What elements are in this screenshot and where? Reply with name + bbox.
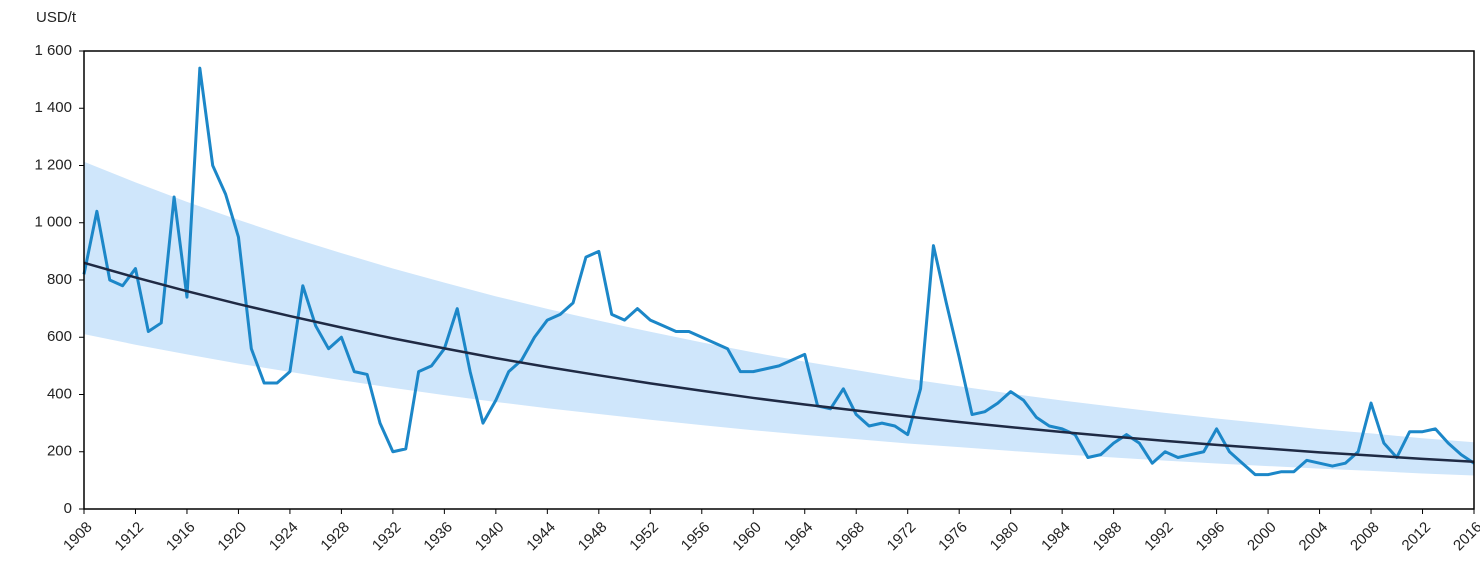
x-tick-label: 1984 [1038,519,1074,555]
y-tick-label: 800 [47,271,72,288]
y-tick-label: 1 000 [34,214,72,231]
x-tick-label: 2000 [1244,519,1280,555]
x-tick-label: 1948 [575,519,611,555]
y-tick-label: 0 [64,500,72,517]
x-tick-label: 2008 [1347,519,1383,555]
x-tick-label: 1944 [523,519,559,555]
x-tick-label: 1972 [884,519,920,555]
plot-frame [83,50,1475,510]
confidence-band [84,161,1474,476]
x-tick-label: 1960 [729,519,765,555]
y-tick-label: 1 600 [34,42,72,59]
price-line [82,66,1475,477]
x-tick-label: 2016 [1450,519,1480,555]
y-tick-label: 600 [47,328,72,345]
y-tick-label: 1 400 [34,99,72,116]
x-tick-label: 1932 [369,519,405,555]
x-tick-label: 1980 [987,519,1023,555]
x-tick-label: 1992 [1141,519,1177,555]
y-tick-label: 200 [47,443,72,460]
x-tick-label: 1908 [60,519,96,555]
x-tick-label: 1996 [1193,519,1229,555]
x-tick-label: 1940 [472,519,508,555]
x-tick-label: 1912 [111,519,147,555]
x-tick-label: 1988 [1090,519,1126,555]
x-tick-label: 2012 [1399,519,1435,555]
x-tick-label: 1928 [317,519,353,555]
x-tick-label: 1968 [832,519,868,555]
x-tick-label: 1976 [935,519,971,555]
trend-line [83,261,1475,464]
x-tick-label: 1924 [266,519,302,555]
x-tick-label: 1920 [214,519,250,555]
y-tick-label: 400 [47,385,72,402]
x-tick-label: 2004 [1296,519,1332,555]
y-axis-label: USD/t [36,9,77,26]
y-tick-label: 1 200 [34,156,72,173]
x-tick-label: 1936 [420,519,456,555]
x-tick-label: 1916 [163,519,199,555]
x-tick-label: 1952 [626,519,662,555]
x-tick-label: 1964 [781,519,817,555]
x-tick-label: 1956 [678,519,714,555]
